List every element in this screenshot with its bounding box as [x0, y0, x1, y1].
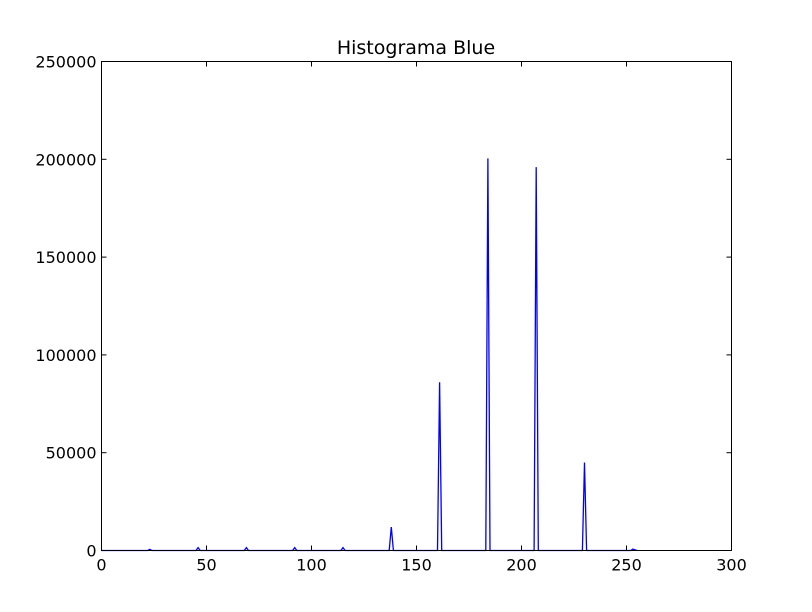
x-tick-label: 150	[401, 556, 432, 575]
y-tick-label: 200000	[35, 150, 96, 169]
y-tick-label: 100000	[35, 346, 96, 365]
x-tick-label: 100	[296, 556, 327, 575]
y-tick-label: 250000	[35, 53, 96, 72]
x-tick-label: 300	[716, 556, 747, 575]
x-tick-label: 250	[611, 556, 642, 575]
plot-frame	[101, 61, 732, 551]
x-tick-label: 0	[96, 556, 106, 575]
x-tick-label: 200	[506, 556, 537, 575]
chart-title: Histograma Blue	[337, 37, 495, 59]
ticks-layer: 0 50 100 150 200 250 300 0 50000 100000 150000 2000…	[35, 53, 746, 575]
plot-area	[101, 61, 732, 551]
y-tick-label: 50000	[46, 444, 97, 463]
x-tick-label: 50	[196, 556, 216, 575]
y-tick-label: 0	[86, 542, 96, 561]
y-tick-label: 150000	[35, 248, 96, 267]
